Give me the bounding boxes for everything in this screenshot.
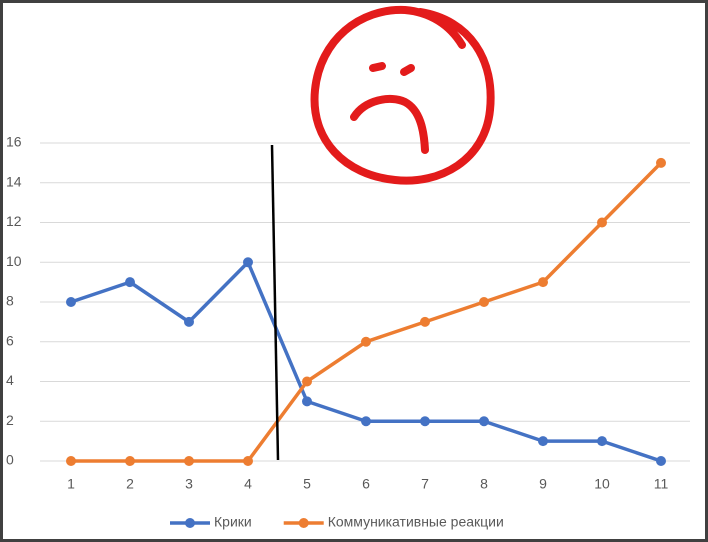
data-point <box>66 456 76 466</box>
x-tick-label: 2 <box>126 476 134 492</box>
data-point <box>656 456 666 466</box>
x-tick-label: 9 <box>539 476 547 492</box>
phase-line <box>270 144 280 461</box>
data-point <box>479 297 489 307</box>
legend-label: Коммуникативные реакции <box>328 514 504 530</box>
x-tick-label: 3 <box>185 476 193 492</box>
y-tick-label: 0 <box>6 452 14 468</box>
data-point <box>597 436 607 447</box>
data-point <box>420 416 430 427</box>
data-point <box>184 456 194 466</box>
legend-marker <box>185 518 195 528</box>
data-point <box>243 257 253 268</box>
x-tick-label: 8 <box>480 476 488 492</box>
x-tick-label: 5 <box>303 476 311 492</box>
data-point <box>125 456 135 466</box>
data-point <box>479 416 489 427</box>
y-tick-label: 12 <box>6 213 22 229</box>
data-point <box>538 277 548 288</box>
y-tick-label: 2 <box>6 412 14 428</box>
legend-label: Крики <box>214 514 252 530</box>
data-point <box>361 336 371 347</box>
x-tick-label: 6 <box>362 476 370 492</box>
y-tick-label: 6 <box>6 332 14 348</box>
legend-marker <box>298 518 309 528</box>
data-point <box>597 217 607 228</box>
sad-face <box>310 5 495 185</box>
data-point <box>302 396 312 407</box>
y-tick-label: 10 <box>6 253 22 269</box>
x-tick-label: 7 <box>421 476 429 492</box>
data-point <box>361 416 371 427</box>
data-point <box>66 297 76 307</box>
y-tick-label: 14 <box>6 173 22 189</box>
data-point <box>538 436 548 447</box>
y-tick-label: 4 <box>6 372 14 388</box>
data-point <box>184 316 194 327</box>
data-point <box>656 157 666 168</box>
data-point <box>243 456 253 466</box>
data-point <box>302 376 312 387</box>
x-tick-label: 11 <box>654 476 669 492</box>
data-point <box>420 316 430 327</box>
y-tick-label: 8 <box>6 293 14 309</box>
x-tick-label: 10 <box>594 476 610 492</box>
data-point <box>125 277 135 288</box>
x-tick-label: 4 <box>244 476 252 492</box>
x-tick-label: 1 <box>67 476 75 492</box>
y-tick-label: 16 <box>6 134 22 150</box>
